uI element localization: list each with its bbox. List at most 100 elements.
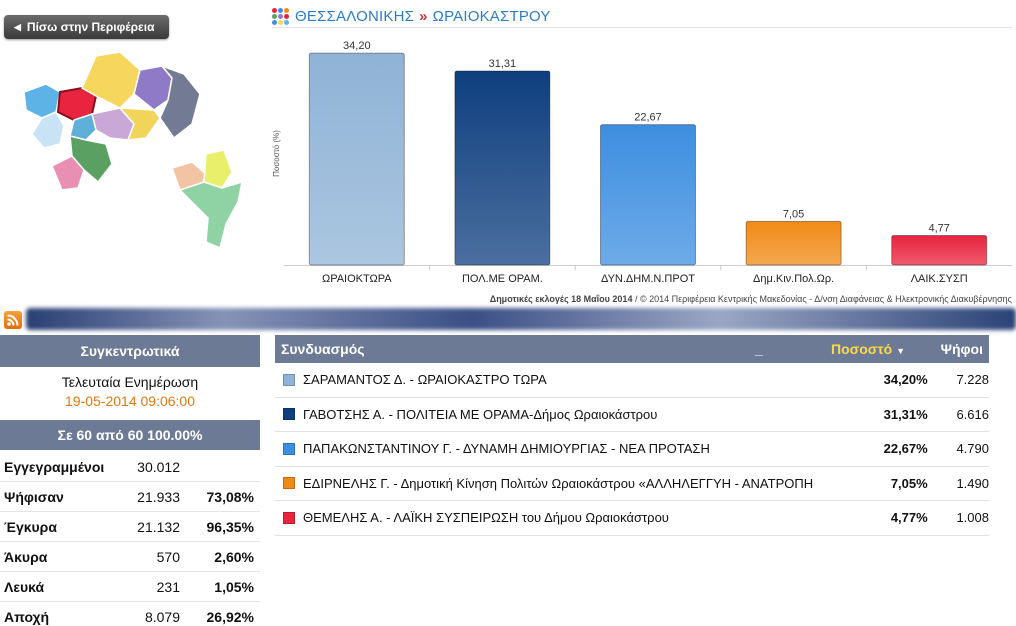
table-row[interactable]: ΓΑΒΟΤΣΗΣ Α. - ΠΟΛΙΤΕΙΑ ΜΕ ΟΡΑΜΑ-Δήμος Ωρ… <box>275 398 989 432</box>
map-region[interactable] <box>31 111 65 149</box>
summary-title: Συγκεντρωτικά <box>0 335 260 367</box>
stat-value: 21.132 <box>137 518 180 535</box>
results-bar-chart: Ποσοστό (%) 34,20 ΩΡΑΙΟΚΤΩΡΑ 31,31 ΠΟΛ.ΜΕ ΟΡ… <box>272 40 1012 285</box>
page-title: ΘΕΣΣΑΛΟΝΙΚΗΣ» ΩΡΑΙΟΚΑΣΤΡΟΥ <box>272 6 551 26</box>
col-coalition[interactable]: Συνδυασμός <box>281 341 365 357</box>
color-swatch <box>283 511 295 524</box>
cell-votes: 4.790 <box>956 441 989 457</box>
last-update-timestamp: 19-05-2014 09:06:00 <box>65 393 195 409</box>
map-region[interactable] <box>51 155 85 191</box>
cell-votes: 7.228 <box>956 372 989 388</box>
arrow-left-icon: ◀ <box>14 21 21 32</box>
bar-value-label: 22,67 <box>634 112 662 124</box>
category-label: Δημ.Κιν.Πολ.Ωρ. <box>753 273 834 285</box>
map-region[interactable] <box>203 149 233 189</box>
logo-dots-icon <box>272 7 289 25</box>
summary-stat-row: Αποχή 8.079 26,92% <box>0 602 260 626</box>
map-region[interactable] <box>178 180 243 250</box>
news-ticker <box>26 308 1016 330</box>
cell-name: ΘΕΜΕΛΗΣ Α. - ΛΑΪΚΗ ΣΥΣΠΕΙΡΩΣΗ του Δήμου … <box>303 510 669 526</box>
stat-label: Έγκυρα <box>4 518 57 535</box>
stat-pct: 73,08% <box>206 488 254 505</box>
stat-label: Άκυρα <box>4 548 48 565</box>
results-table: ΣΑΡΑΜΑΝΤΟΣ Δ. - ΩΡΑΙΟΚΑΣΤΡΟ ΤΩΡΑ 34,20% 7.… <box>275 363 989 536</box>
summary-stat-row: Άκυρα 570 2,60% <box>0 542 260 572</box>
credit-election: Δημοτικές εκλογές 18 Μαΐου 2014 <box>489 294 633 304</box>
stat-pct: 26,92% <box>206 608 254 625</box>
cell-pct: 22,67% <box>883 441 928 457</box>
cell-name: ΓΑΒΟΤΣΗΣ Α. - ΠΟΛΙΤΕΙΑ ΜΕ ΟΡΑΜΑ-Δήμος Ωρ… <box>303 406 658 422</box>
summary-stat-row: Ψήφισαν 21.933 73,08% <box>0 482 260 512</box>
cell-name: ΣΑΡΑΜΑΝΤΟΣ Δ. - ΩΡΑΙΟΚΑΣΤΡΟ ΤΩΡΑ <box>303 372 547 388</box>
color-swatch <box>283 408 295 421</box>
breadcrumb-separator: » <box>419 7 428 25</box>
table-row[interactable]: ΣΑΡΑΜΑΝΤΟΣ Δ. - ΩΡΑΙΟΚΑΣΤΡΟ ΤΩΡΑ 34,20% 7.… <box>275 363 989 398</box>
bar-3[interactable] <box>745 220 842 266</box>
bar-2[interactable] <box>600 124 696 266</box>
cell-votes: 1.008 <box>956 510 989 526</box>
table-row[interactable]: ΕΔΙΡΝΕΛΗΣ Γ. - Δημοτική Κίνηση Πολιτών Ω… <box>275 467 989 501</box>
stat-label: Λευκά <box>4 578 45 595</box>
bar-value-label: 34,20 <box>343 40 371 52</box>
map-region[interactable] <box>69 113 97 141</box>
results-table-header: Συνδυασμός _ Ποσοστό ▼ Ψήφοι <box>275 335 989 363</box>
category-label: ΠΟΛ.ΜΕ ΟΡΑΜ. <box>462 273 543 285</box>
col-percent[interactable]: Ποσοστό ▼ <box>831 341 905 357</box>
stat-value: 570 <box>156 548 180 565</box>
rss-icon[interactable] <box>4 311 22 329</box>
col-votes[interactable]: Ψήφοι <box>940 341 983 357</box>
stat-label: Αποχή <box>4 608 50 625</box>
col-minimize[interactable]: _ <box>755 341 763 357</box>
counted-stations: Σε 60 από 60 100.00% <box>0 420 260 450</box>
cell-pct: 7,05% <box>890 475 928 491</box>
region-title[interactable]: ΘΕΣΣΑΛΟΝΙΚΗΣ <box>295 7 415 25</box>
stat-pct: 1,05% <box>214 578 254 595</box>
municipalities-map <box>23 52 243 250</box>
last-update-label: Τελευταία Ενημέρωση <box>61 374 199 390</box>
stat-pct: 2,60% <box>214 548 254 565</box>
municipality-title: ΩΡΑΙΟΚΑΣΤΡΟΥ <box>432 7 551 25</box>
bar-4[interactable] <box>891 234 988 266</box>
map-region[interactable] <box>159 64 201 140</box>
summary-stats: Εγγεγραμμένοι 30.012 Ψήφισαν 21.933 73,08% Έγ… <box>0 452 260 626</box>
back-button-label: Πίσω στην Περιφέρεια <box>26 20 155 34</box>
stat-label: Εγγεγραμμένοι <box>4 458 105 475</box>
summary-stat-row: Λευκά 231 1,05% <box>0 572 260 602</box>
stat-label: Ψήφισαν <box>4 488 64 505</box>
sort-desc-icon: ▼ <box>896 346 905 356</box>
cell-pct: 31,31% <box>883 406 928 422</box>
stat-pct: 96,35% <box>206 518 254 535</box>
summary-stat-row: Εγγεγραμμένοι 30.012 <box>0 452 260 482</box>
stat-value: 30.012 <box>137 458 180 475</box>
title-divider <box>272 27 1012 28</box>
bar-1[interactable] <box>454 70 551 266</box>
credit-source: / © 2014 Περιφέρεια Κεντρικής Μακεδονίας… <box>632 294 1012 304</box>
cell-pct: 4,77% <box>890 510 928 526</box>
back-to-region-button[interactable]: ◀ Πίσω στην Περιφέρεια <box>4 15 169 39</box>
category-label: ΔΥΝ.ΔΗΜ.Ν.ΠΡΟΤ <box>601 273 695 285</box>
cell-name: ΕΔΙΡΝΕΛΗΣ Γ. - Δημοτική Κίνηση Πολιτών Ω… <box>303 475 814 491</box>
category-label: ΛΑΙΚ.ΣΥΣΠ <box>911 273 968 285</box>
category-label: ΩΡΑΙΟΚΤΩΡΑ <box>322 273 392 285</box>
bar-value-label: 7,05 <box>783 208 804 220</box>
table-row[interactable]: ΘΕΜΕΛΗΣ Α. - ΛΑΪΚΗ ΣΥΣΠΕΙΡΩΣΗ του Δήμου … <box>275 501 989 536</box>
cell-votes: 1.490 <box>956 475 989 491</box>
color-swatch <box>283 477 295 490</box>
last-update: Τελευταία Ενημέρωση 19-05-2014 09:06:00 <box>0 374 260 409</box>
stat-value: 231 <box>156 578 180 595</box>
chart-credit: Δημοτικές εκλογές 18 Μαΐου 2014 / © 2014… <box>490 294 1012 304</box>
stat-value: 21.933 <box>137 488 180 505</box>
bar-value-label: 4,77 <box>928 222 949 234</box>
stat-value: 8.079 <box>144 608 180 625</box>
table-row[interactable]: ΠΑΠΑΚΩΝΣΤΑΝΤΙΝΟΥ Γ. - ΔΥΝΑΜΗ ΔΗΜΙΟΥΡΓΙΑΣ… <box>275 432 989 467</box>
color-swatch <box>283 442 295 455</box>
bar-value-label: 31,31 <box>489 58 517 70</box>
color-swatch <box>283 373 295 386</box>
map-region[interactable] <box>118 107 161 141</box>
cell-votes: 6.616 <box>956 406 989 422</box>
cell-name: ΠΑΠΑΚΩΝΣΤΑΝΤΙΝΟΥ Γ. - ΔΥΝΑΜΗ ΔΗΜΙΟΥΡΓΙΑΣ… <box>303 441 710 457</box>
summary-stat-row: Έγκυρα 21.132 96,35% <box>0 512 260 542</box>
cell-pct: 34,20% <box>883 372 928 388</box>
y-axis-label: Ποσοστό (%) <box>272 130 281 177</box>
bar-0[interactable] <box>308 52 405 266</box>
